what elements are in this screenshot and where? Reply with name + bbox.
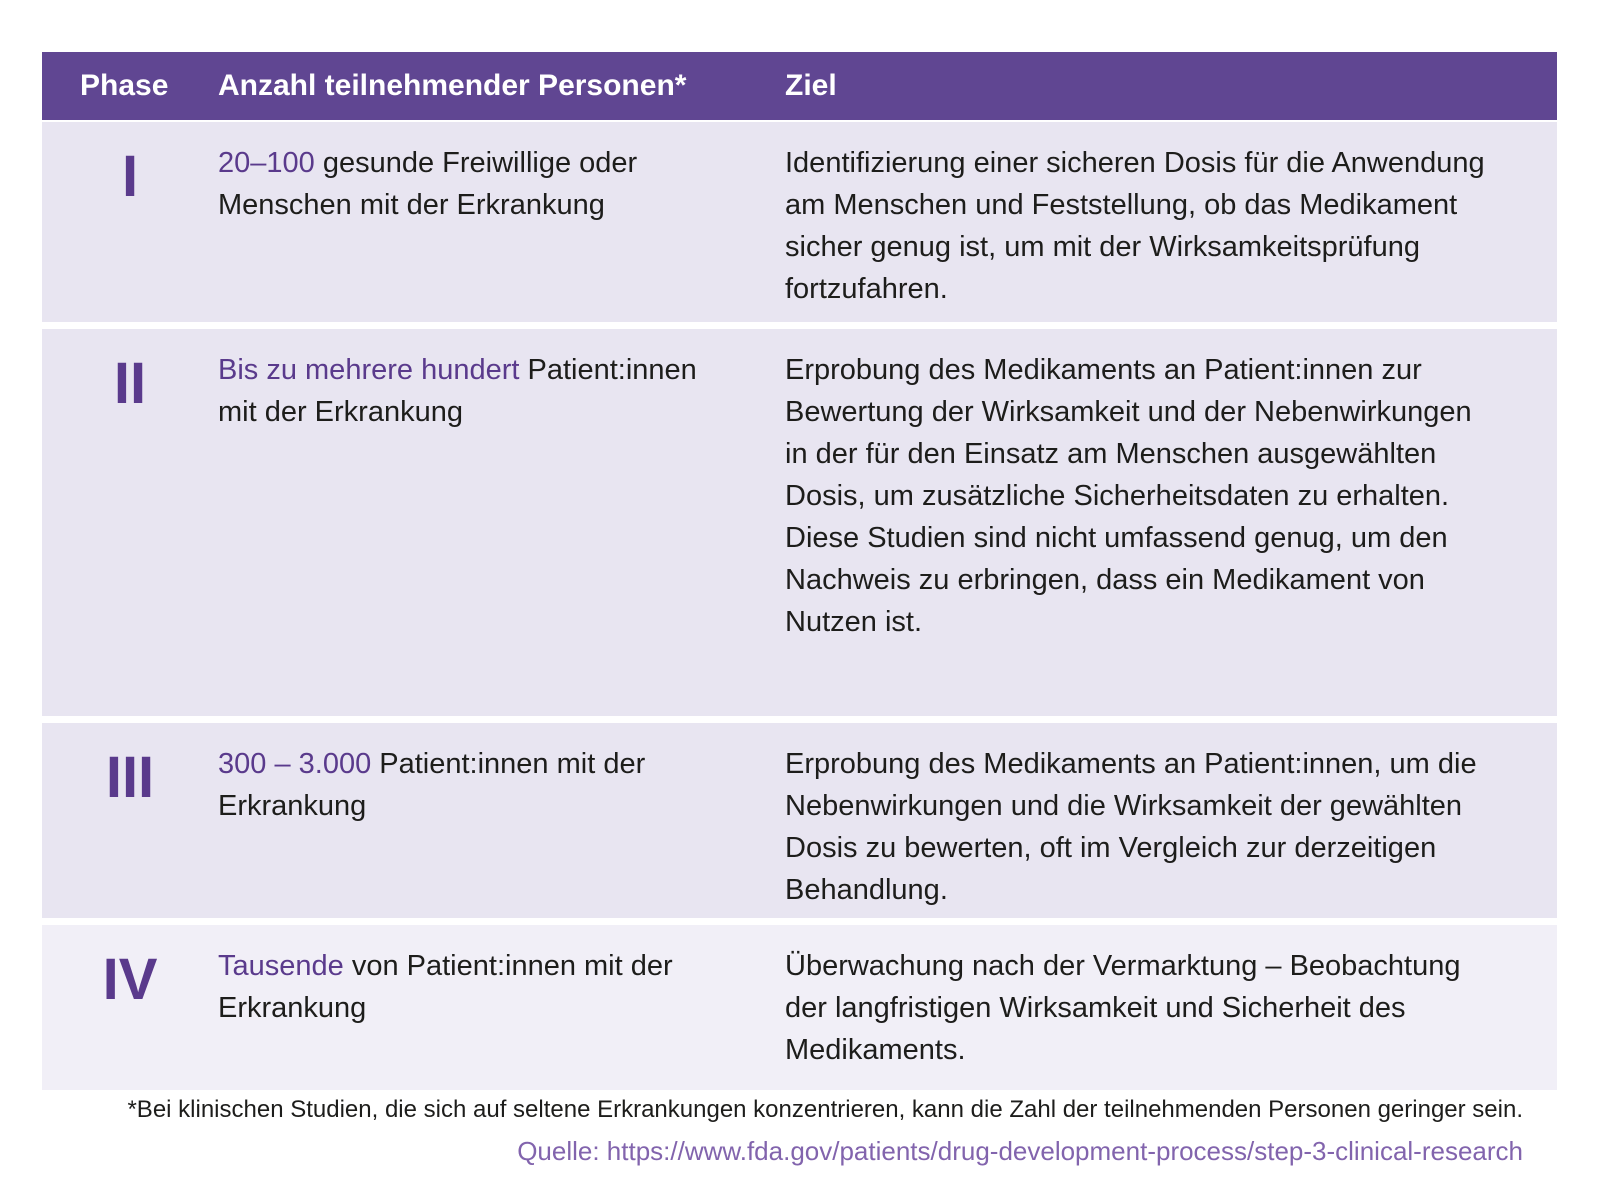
anzahl-highlight: 20–100 — [218, 147, 315, 179]
anzahl-cell: Bis zu mehrere hundert Patient:innen mit… — [218, 349, 785, 716]
ziel-cell: Erprobung des Medikaments an Patient:inn… — [785, 748, 1477, 906]
anzahl-cell: 300 – 3.000 Patient:innen mit der Erkran… — [218, 743, 785, 918]
phase-numeral: III — [105, 745, 155, 810]
clinical-phases-table: Phase Anzahl teilnehmender Personen* Zie… — [42, 52, 1557, 1090]
anzahl-highlight: Tausende — [218, 950, 344, 982]
anzahl-cell: 20–100 gesunde Freiwillige oder Menschen… — [218, 142, 785, 322]
phase-numeral: IV — [102, 947, 158, 1012]
source-link[interactable]: Quelle: https://www.fda.gov/patients/dru… — [517, 1136, 1523, 1166]
ziel-cell: Identifizierung einer sicheren Dosis für… — [785, 147, 1485, 305]
header-ziel: Ziel — [785, 69, 837, 102]
anzahl-rest: Patient:innen mit der Erkrankung — [218, 748, 646, 822]
anzahl-rest: Patient:innen mit der Erkrankung — [218, 354, 697, 428]
anzahl-rest: gesunde Freiwillige oder Menschen mit de… — [218, 147, 638, 221]
table-row-phase-2: II Bis zu mehrere hundert Patient:innen … — [42, 329, 1557, 716]
table-row-phase-1: I 20–100 gesunde Freiwillige oder Mensch… — [42, 122, 1557, 322]
anzahl-highlight: 300 – 3.000 — [218, 748, 372, 780]
header-phase: Phase — [80, 69, 169, 102]
header-anzahl: Anzahl teilnehmender Personen* — [218, 69, 687, 102]
table-row-phase-4: IV Tausende von Patient:innen mit der Er… — [42, 925, 1557, 1090]
table-row-phase-3: III 300 – 3.000 Patient:innen mit der Er… — [42, 723, 1557, 918]
anzahl-highlight: Bis zu mehrere hundert — [218, 354, 520, 386]
anzahl-cell: Tausende von Patient:innen mit der Erkra… — [218, 945, 785, 1090]
phase-numeral: II — [113, 351, 147, 416]
ziel-cell: Erprobung des Medikaments an Patient:inn… — [785, 354, 1472, 638]
anzahl-rest: von Patient:innen mit der Erkrankung — [218, 950, 673, 1024]
table-header-row: Phase Anzahl teilnehmender Personen* Zie… — [42, 52, 1557, 120]
phase-numeral: I — [121, 144, 139, 209]
footnote: *Bei klinischen Studien, die sich auf se… — [127, 1096, 1523, 1123]
ziel-cell: Überwachung nach der Vermarktung – Beoba… — [785, 950, 1461, 1066]
